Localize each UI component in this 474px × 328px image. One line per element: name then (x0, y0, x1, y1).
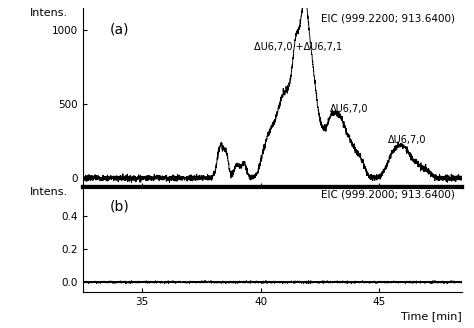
Text: EIC (999.2000; 913.6400): EIC (999.2000; 913.6400) (321, 190, 455, 200)
Text: ΔU6,7,0: ΔU6,7,0 (329, 104, 368, 113)
Text: ΔU6,7,0 +ΔU6,7,1: ΔU6,7,0 +ΔU6,7,1 (254, 42, 342, 51)
Text: EIC (999.2200; 913.6400): EIC (999.2200; 913.6400) (320, 13, 455, 24)
Text: Intens.: Intens. (30, 8, 68, 18)
Text: (a): (a) (109, 23, 129, 36)
Text: (b): (b) (109, 199, 129, 214)
Text: Intens.: Intens. (30, 187, 68, 197)
Text: Time [min]: Time [min] (401, 311, 462, 321)
Text: ΔU6,7,0: ΔU6,7,0 (387, 134, 426, 145)
